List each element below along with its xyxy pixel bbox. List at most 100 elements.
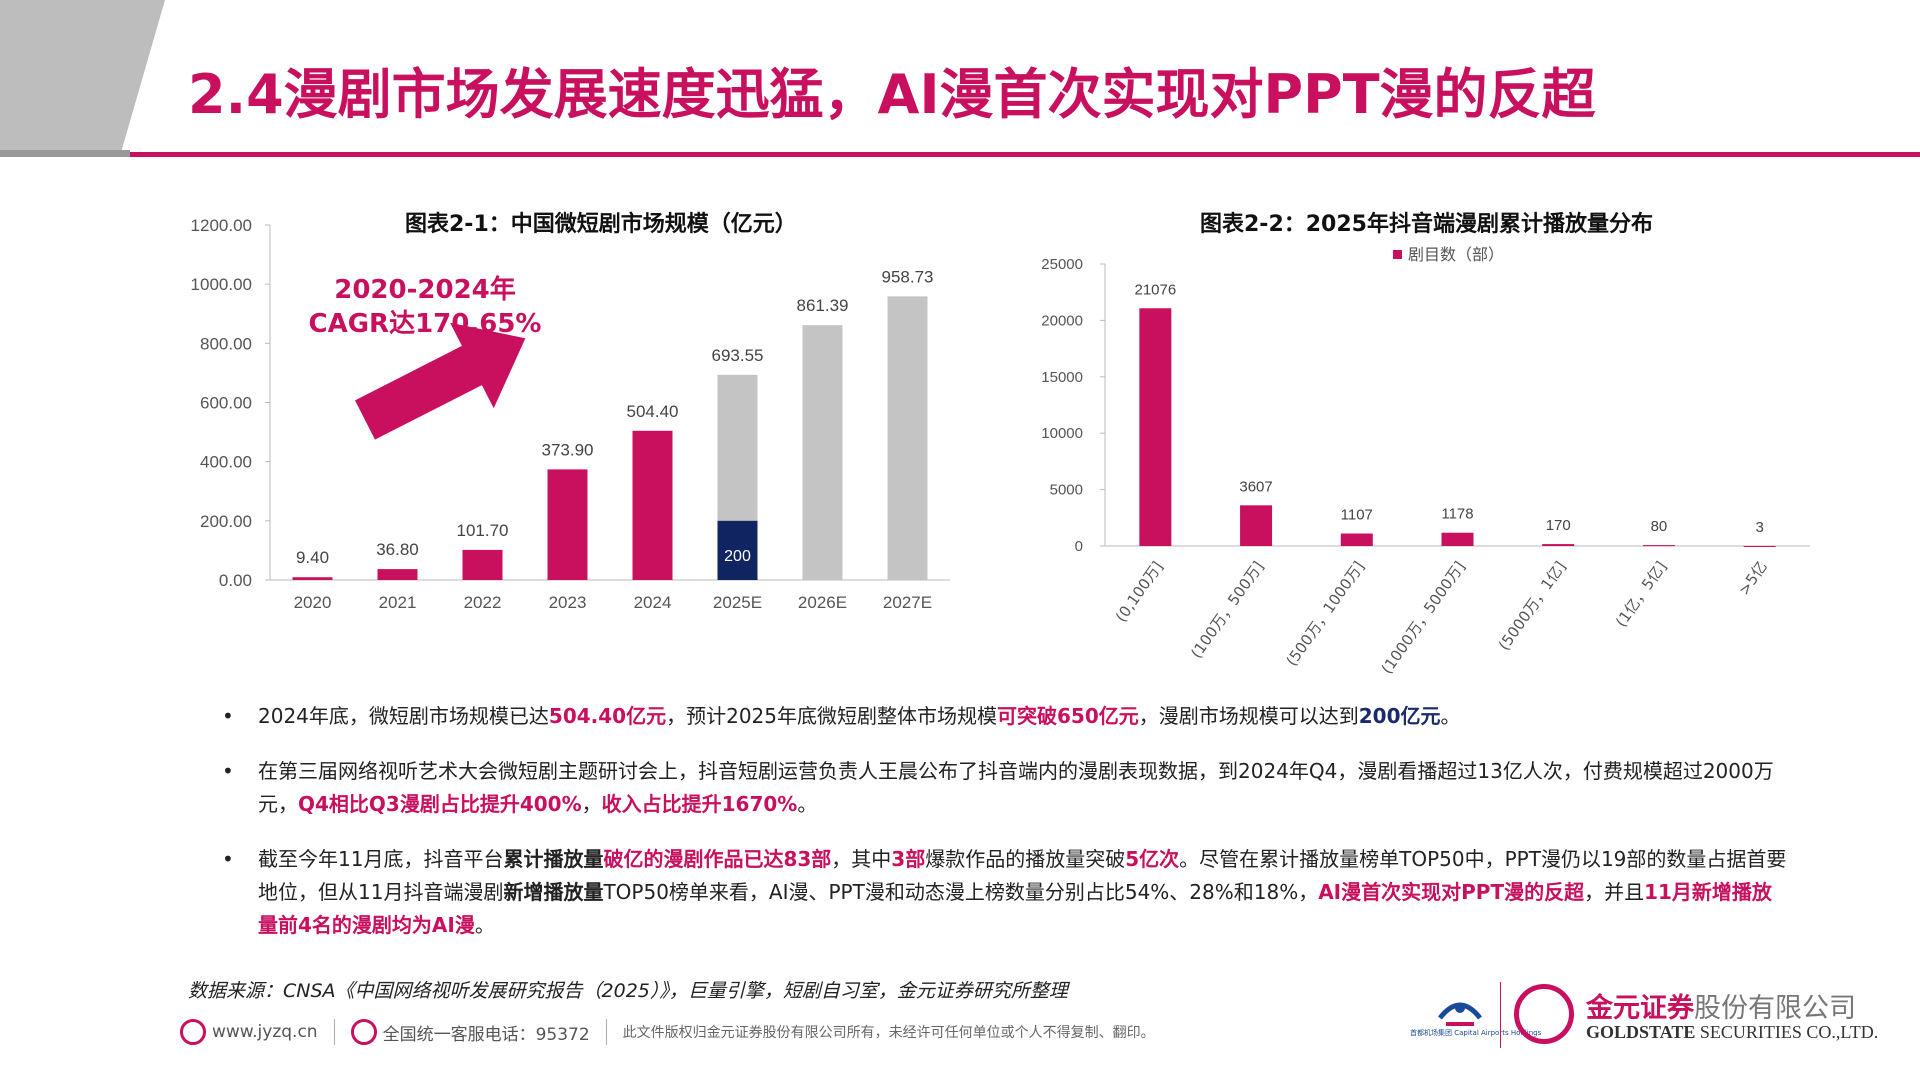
chart2-bar	[1441, 532, 1474, 546]
chart2-value-label: 1107	[1341, 507, 1373, 524]
chart1-bar	[887, 296, 928, 580]
chart2-y-tick-label: 10000	[1041, 425, 1083, 442]
title-gray-shape	[0, 0, 165, 156]
bullet-segment: 。	[797, 792, 818, 816]
page-title: 2.4漫剧市场发展速度迅猛，AI漫首次实现对PPT漫的反超	[188, 63, 1596, 126]
bullet-text: 在第三届网络视听艺术大会微短剧主题研讨会上，抖音短剧运营负责人王晨公布了抖音端内…	[258, 759, 1774, 816]
chart2-value-label: 170	[1546, 517, 1571, 534]
company-name-cn: 金元证券股份有限公司	[1586, 993, 1856, 1024]
bullet-highlight: 新增播放量	[503, 880, 604, 904]
chart1-bar	[802, 325, 843, 580]
chart1-y-tick-label: 1000.00	[191, 275, 252, 294]
chart1-y-tick-label: 1200.00	[191, 216, 252, 235]
chart1-bar	[632, 430, 673, 580]
chart1-x-tick-label: 2026E	[798, 593, 847, 612]
bullet-highlight: 破亿的漫剧作品已达83部	[603, 847, 832, 871]
chart2-bar	[1139, 308, 1172, 546]
chart1-x-tick-label: 2020	[294, 593, 332, 612]
bullet-segment: ，	[581, 792, 602, 816]
airport-logo-icon	[1438, 1002, 1482, 1026]
bullet-item: • 截至今年11月底，抖音平台累计播放量破亿的漫剧作品已达83部，其中3部爆款作品…	[218, 843, 1788, 942]
bullet-segment: 。	[474, 913, 495, 937]
bullet-dot: •	[222, 759, 234, 783]
chart1-value-label: 373.90	[542, 440, 594, 459]
title-band	[0, 0, 165, 157]
chart1-y-tick-label: 600.00	[200, 394, 252, 413]
chart2-value-label: 80	[1651, 518, 1668, 535]
bullet-segment: 爆款作品的播放量突破	[925, 847, 1126, 871]
hotline-text: 全国统一客服电话：95372	[382, 1024, 590, 1045]
chart2-x-tick-label: (500万，1000万]	[1282, 558, 1368, 670]
chart1-bar	[547, 469, 588, 580]
bullet-highlight: 504.40亿元	[548, 704, 667, 728]
chart1-x-tick-label: 2025E	[713, 593, 762, 612]
chart1-inset-label: 200	[724, 548, 751, 565]
chart1-value-label: 861.39	[797, 296, 849, 315]
chart2-value-label: 1178	[1441, 506, 1473, 523]
airport-logo-label: 首都机场集团 Capital Airports Holdings	[1410, 1029, 1542, 1037]
bullet-highlight: 3部	[891, 847, 926, 871]
bullet-highlight: 可突破650亿元	[997, 704, 1139, 728]
bullet-segment: 2024年底，微短剧市场规模已达	[258, 704, 549, 728]
bullet-list: • 2024年底，微短剧市场规模已达504.40亿元，预计2025年底微短剧整体市…	[218, 700, 1788, 964]
chart2-y-tick-label: 15000	[1041, 369, 1083, 386]
bullet-item: • 2024年底，微短剧市场规模已达504.40亿元，预计2025年底微短剧整体市…	[218, 700, 1788, 733]
chart1-bar	[292, 577, 333, 580]
bullet-highlight: 11月新增播放量前4名的漫剧均为AI漫	[258, 880, 1772, 937]
footer-divider	[333, 1019, 335, 1045]
chart2-x-tick-label: (1000万，5000万]	[1378, 558, 1469, 677]
chart1-value-label: 958.73	[882, 267, 934, 286]
bullet-segment: 。尽管在累计播放量榜单TOP50中，PPT漫仍以19部的数量占据首要地位，但从1…	[258, 847, 1787, 904]
chart1-x-tick-label: 2021	[379, 593, 417, 612]
chart2: 0 5000 10000 15000 20000 25000 剧目数（部） 21076 (0,1…	[1041, 245, 1810, 677]
bullet-highlight: Q4相比Q3漫剧占比提升400%	[298, 792, 582, 816]
footer-divider	[605, 1019, 607, 1045]
chart1-value-label: 101.70	[457, 521, 509, 540]
cagr-annotation: 2020-2024年	[334, 274, 516, 305]
bullet-segment: ，预计2025年底微短剧整体市场规模	[666, 704, 997, 728]
cagr-arrow-icon	[355, 322, 526, 440]
chart2-legend-swatch	[1393, 250, 1402, 259]
bullet-highlight: 累计播放量	[503, 847, 604, 871]
chart2-bar	[1642, 545, 1675, 547]
title-rule	[130, 152, 1920, 157]
bullet-highlight: 5亿次	[1125, 847, 1180, 871]
chart2-bar	[1340, 533, 1373, 546]
chart2-y-tick-label: 5000	[1050, 482, 1083, 499]
chart1: 0.00 200.00 400.00 600.00 800.00 1000.00 1200.…	[191, 216, 950, 612]
bullet-highlight: AI漫首次实现对PPT漫的反超	[1318, 880, 1585, 904]
bullet-segment: 。	[1440, 704, 1461, 728]
bullet-dot: •	[222, 847, 234, 871]
chart1-value-label: 9.40	[296, 548, 329, 567]
copyright-notice: 此文件版权归金元证券股份有限公司所有，未经许可任何单位或个人不得复制、翻印。	[622, 1025, 1155, 1041]
cagr-annotation: CAGR达170.65%	[309, 309, 542, 339]
chart1-value-label: 504.40	[627, 402, 679, 421]
chart1-title: 图表2-1：中国微短剧市场规模（亿元）	[405, 212, 797, 237]
chart2-bar	[1542, 544, 1575, 546]
title-gray-rule	[0, 150, 130, 157]
chart1-inset-bar	[717, 520, 758, 580]
chart1-bar	[462, 549, 503, 580]
data-source: 数据来源：CNSA《中国网络视听发展研究报告（2025）》，巨量引擎，短剧自习室…	[188, 980, 1068, 1002]
chart2-x-tick-label: (0,100万]	[1112, 558, 1167, 625]
chart2-title: 图表2-2：2025年抖音端漫剧累计播放量分布	[1200, 212, 1653, 237]
chart2-y-tick-label: 0	[1075, 538, 1083, 555]
footer-bar: www.jyzq.cn 全国统一客服电话：95372 此文件版权归金元证券股份有…	[180, 1012, 1155, 1052]
bullet-dot: •	[222, 704, 234, 728]
bullet-text: 截至今年11月底，抖音平台累计播放量破亿的漫剧作品已达83部，其中3部爆款作品的…	[258, 847, 1786, 937]
bullet-segment: ，其中	[831, 847, 892, 871]
chart1-value-label: 693.55	[712, 346, 764, 365]
chart1-value-label: 36.80	[376, 540, 419, 559]
chart2-value-label: 21076	[1134, 281, 1176, 298]
bullet-text: 2024年底，微短剧市场规模已达504.40亿元，预计2025年底微短剧整体市场…	[258, 704, 1461, 728]
chart2-x-tick-label: (1亿，5亿]	[1612, 558, 1670, 630]
bullet-segment: TOP50榜单来看，AI漫、PPT漫和动态漫上榜数量分别占比54%、28%和18…	[603, 880, 1319, 904]
chart2-y-tick-label: 20000	[1041, 312, 1083, 329]
chart2-bar	[1240, 505, 1273, 546]
website-link[interactable]: www.jyzq.cn	[212, 1022, 318, 1042]
bullet-item: • 在第三届网络视听艺术大会微短剧主题研讨会上，抖音短剧运营负责人王晨公布了抖音端…	[218, 755, 1788, 821]
chart1-x-tick-label: 2022	[464, 593, 502, 612]
bullet-segment: 截至今年11月底，抖音平台	[258, 847, 504, 871]
chart1-x-tick-label: 2024	[634, 593, 672, 612]
chart1-x-tick-label: 2023	[549, 593, 587, 612]
